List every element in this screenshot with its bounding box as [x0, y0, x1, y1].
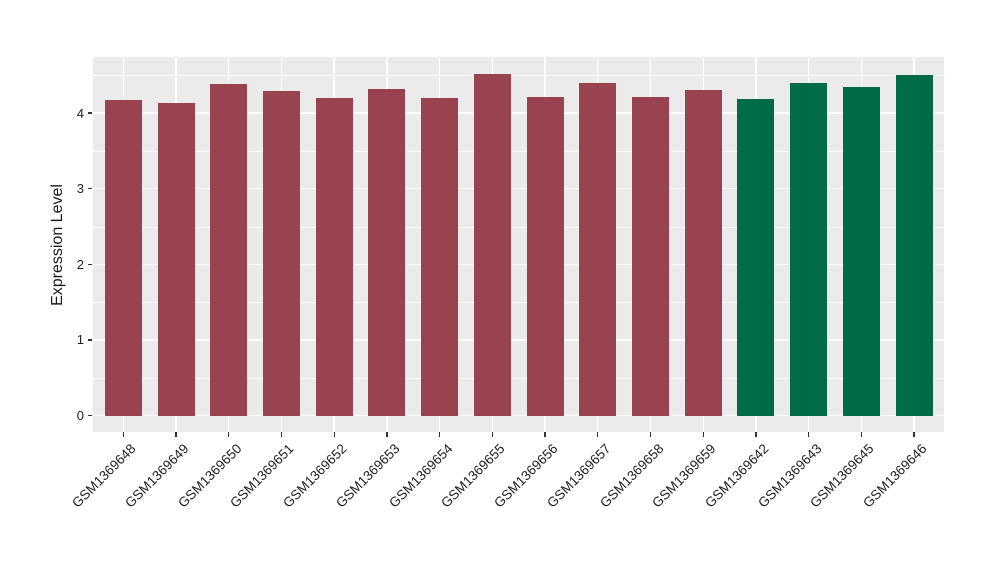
gridline-horizontal-minor [93, 150, 944, 152]
x-tick-mark [860, 432, 863, 437]
bar-GSM1369651 [262, 91, 300, 416]
x-tick-mark [122, 432, 124, 437]
bar-GSM1369642 [737, 98, 775, 416]
x-tick-mark [755, 432, 757, 437]
bar-GSM1369657 [579, 82, 617, 416]
y-tick-label: 4 [76, 105, 84, 121]
gridline-horizontal-major [93, 414, 944, 417]
bar-GSM1369648 [104, 99, 142, 416]
y-tick-mark [88, 188, 92, 190]
bar-GSM1369655 [473, 73, 511, 416]
x-tick-mark [597, 432, 599, 437]
x-tick-mark [438, 432, 441, 437]
y-tick-mark [88, 263, 92, 265]
bar-GSM1369656 [526, 97, 564, 416]
y-tick-mark [88, 112, 92, 114]
y-tick-mark [88, 339, 92, 341]
bar-GSM1369654 [421, 97, 459, 416]
bar-GSM1369658 [632, 97, 669, 416]
plot-panel [93, 57, 944, 432]
bar-GSM1369649 [157, 103, 195, 416]
y-tick-label: 1 [76, 332, 84, 348]
gridline-horizontal-minor [93, 377, 944, 379]
gridline-horizontal-minor [93, 226, 944, 228]
y-axis-title: Expression Level [49, 184, 66, 306]
y-tick-label: 0 [76, 408, 84, 423]
x-tick-mark [808, 432, 810, 437]
x-tick-label-GSM1369646: GSM1369646 [860, 441, 930, 511]
bar-GSM1369643 [790, 82, 828, 416]
gridline-horizontal-major [93, 188, 944, 190]
x-tick-mark [649, 432, 652, 437]
x-tick-mark [333, 432, 335, 437]
bar-GSM1369653 [368, 88, 406, 416]
y-tick-mark [88, 414, 92, 417]
bar-GSM1369646 [895, 74, 933, 416]
x-tick-mark [280, 432, 283, 437]
bar-GSM1369652 [315, 97, 353, 416]
bar-GSM1369659 [684, 89, 722, 416]
gridline-horizontal-major [93, 112, 944, 114]
x-tick-mark [544, 432, 546, 437]
bar-GSM1369645 [842, 86, 880, 416]
x-tick-mark [386, 432, 388, 437]
gridline-horizontal-minor [93, 302, 944, 303]
bar-GSM1369650 [210, 84, 248, 416]
x-tick-mark [175, 432, 177, 437]
x-tick-mark [228, 432, 230, 437]
gridline-horizontal-major [93, 263, 944, 265]
x-tick-mark [491, 432, 493, 437]
x-tick-mark [702, 432, 704, 437]
y-tick-label: 3 [76, 181, 84, 197]
y-tick-label: 2 [76, 256, 84, 272]
gridline-horizontal-minor [93, 75, 944, 77]
x-tick-mark [913, 432, 915, 437]
gridline-horizontal-major [93, 339, 944, 341]
